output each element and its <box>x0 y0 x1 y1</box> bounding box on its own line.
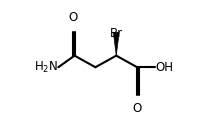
Text: O: O <box>132 102 142 115</box>
Text: OH: OH <box>155 61 173 74</box>
Text: H$_2$N: H$_2$N <box>34 60 58 75</box>
Polygon shape <box>113 32 119 56</box>
Text: O: O <box>69 11 78 24</box>
Text: Br: Br <box>110 27 123 40</box>
